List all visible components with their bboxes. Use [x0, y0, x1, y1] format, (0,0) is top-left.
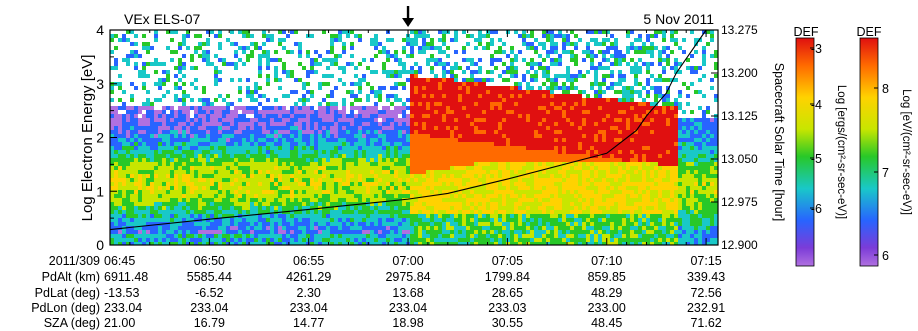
table-cell: 339.43 — [687, 270, 725, 284]
table-cell: 71.62 — [690, 316, 721, 330]
y-tick-label-1: 1 — [96, 183, 104, 199]
table-cell: 4261.29 — [286, 270, 331, 284]
colorbar-ev-tick-0: 8 — [882, 82, 889, 96]
y-tick-label-4: 4 — [96, 22, 104, 38]
table-cell: 6911.48 — [104, 270, 148, 284]
table-cell: 233.04 — [190, 301, 228, 315]
right-tick-label-5: 13.275 — [721, 23, 758, 37]
table-cell: 233.04 — [104, 301, 142, 315]
colorbar-ergs — [795, 37, 815, 267]
right-tick-label-3: 13.125 — [721, 109, 758, 123]
table-cell: 16.79 — [194, 316, 225, 330]
solar-time-line — [109, 29, 707, 231]
colorbar-ergs-tick-2: -5 — [811, 152, 822, 166]
table-row-label: SZA (deg) — [44, 316, 100, 330]
colorbar-ergs-ticks: -3 -4 -5 -6 — [810, 42, 822, 216]
table-cell: 233.04 — [290, 301, 328, 315]
table-cell: 21.00 — [104, 316, 135, 330]
colorbar-ergs-title: DEF — [794, 25, 819, 39]
table-cell: -13.53 — [104, 286, 139, 300]
table-cell: 14.77 — [293, 316, 324, 330]
right-tick-label-4: 13.200 — [721, 66, 758, 80]
colorbar-ergs-label: Log [ergs/(cm²-sr-sec-eV)] — [835, 85, 847, 219]
colorbar-ev-ticks: 8 7 6 — [874, 82, 889, 263]
table-cell: 06:45 — [104, 254, 135, 268]
table-cell: 07:05 — [492, 254, 523, 268]
colorbar-ev — [859, 37, 879, 267]
table-row-label: PdLon (deg) — [31, 301, 100, 315]
table-cell: 48.45 — [591, 316, 622, 330]
table-cell: 2975.84 — [385, 270, 430, 284]
table-cell: 2.30 — [297, 286, 321, 300]
colorbar-ev-label: Log [eV/(cm²-sr-sec-eV)] — [900, 89, 912, 215]
chart-title-right: 5 Nov 2011 — [643, 11, 714, 27]
right-y-axis-label: Spacecraft Solar Time [hour] — [772, 63, 786, 221]
table-cell: -6.52 — [195, 286, 224, 300]
colorbar-ev-tick-1: 7 — [882, 166, 889, 180]
table-cell: 07:10 — [591, 254, 622, 268]
colorbar-ev-tick-2: 6 — [882, 249, 889, 263]
table-cell: 5585.44 — [187, 270, 232, 284]
right-axis: 12.900 12.975 13.050 13.125 13.200 13.275 — [711, 23, 758, 252]
arrow-down-icon — [402, 6, 415, 27]
table-cell: 1799.84 — [485, 270, 530, 284]
table-cell: 30.55 — [492, 316, 523, 330]
y-tick-label-3: 3 — [96, 76, 104, 92]
right-tick-label-1: 12.975 — [721, 195, 758, 209]
ephemeris-table: 2011/309 06:45 06:50 06:55 07:00 07:05 07:10 07… — [31, 254, 725, 330]
table-row-label: PdAlt (km) — [42, 270, 100, 284]
left-axis: 0 1 2 3 4 — [96, 22, 117, 253]
colorbar-ev-title: DEF — [857, 25, 882, 39]
table-cell: 28.65 — [492, 286, 523, 300]
colorbar-ergs-tick-3: -6 — [811, 202, 822, 216]
colorbar-ergs-tick-0: -3 — [811, 42, 822, 56]
time-axis — [109, 30, 707, 245]
table-cell: 06:50 — [194, 254, 225, 268]
right-tick-label-2: 13.050 — [721, 152, 758, 166]
y-tick-label-2: 2 — [96, 130, 104, 146]
table-cell: 859.85 — [588, 270, 626, 284]
table-cell: 07:15 — [690, 254, 721, 268]
table-cell: 233.03 — [488, 301, 526, 315]
table-cell: 48.29 — [591, 286, 622, 300]
table-cell: 07:00 — [392, 254, 423, 268]
y-axis-label: Log Electron Energy [eV] — [79, 55, 96, 222]
right-tick-label-0: 12.900 — [721, 238, 758, 252]
table-cell: 13.68 — [392, 286, 423, 300]
spectrogram-image — [110, 30, 718, 245]
table-cell: 06:55 — [293, 254, 324, 268]
table-row-label: PdLat (deg) — [35, 286, 100, 300]
table-cell: 72.56 — [690, 286, 721, 300]
table-cell: 233.00 — [588, 301, 626, 315]
y-tick-label-0: 0 — [96, 237, 104, 253]
chart-title-left: VEx ELS-07 — [124, 11, 200, 27]
table-cell: 232.91 — [687, 301, 725, 315]
colorbar-ergs-tick-1: -4 — [811, 98, 822, 112]
table-cell: 18.98 — [392, 316, 423, 330]
table-row-label: 2011/309 — [49, 254, 100, 268]
table-cell: 233.04 — [389, 301, 427, 315]
